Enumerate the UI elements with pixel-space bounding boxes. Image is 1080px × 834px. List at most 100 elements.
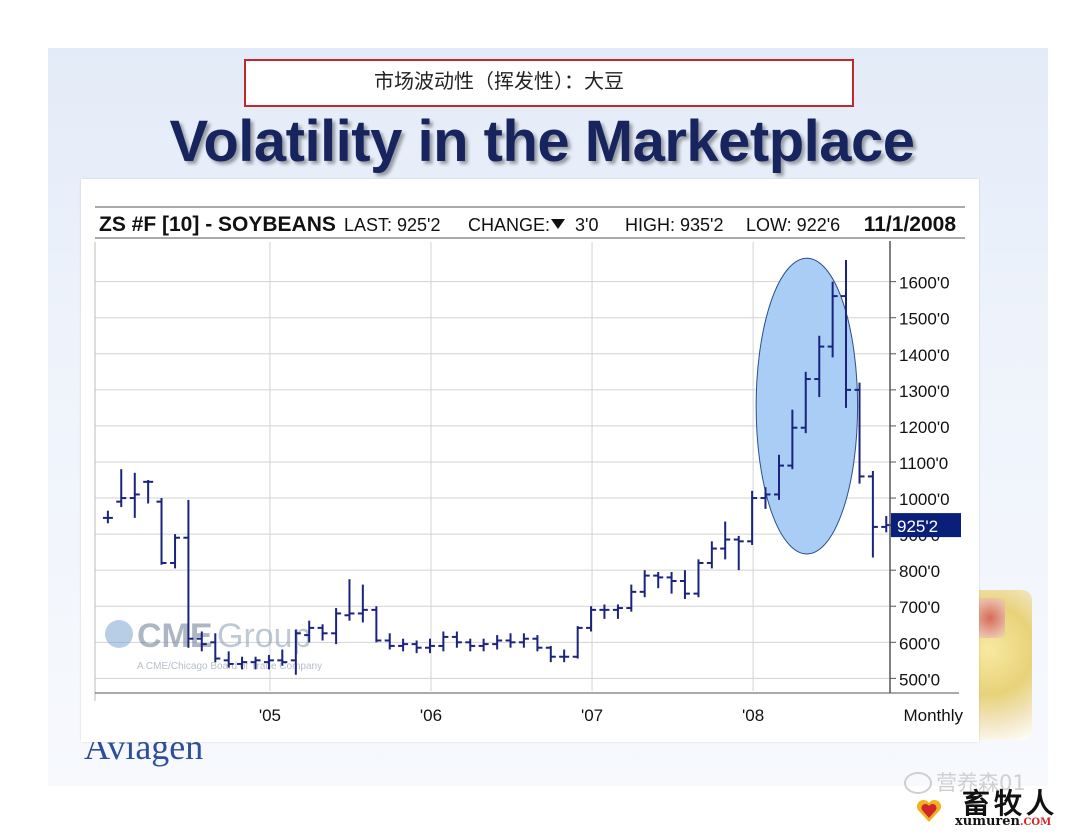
slide-title: Volatility in the Marketplace: [169, 109, 915, 174]
ohlc-bar: [331, 608, 342, 645]
ohlc-bar: [156, 498, 167, 565]
ohlc-bar: [626, 584, 637, 612]
ohlc-bar: [518, 633, 529, 648]
ohlc-bar: [639, 570, 650, 598]
plot-area: [95, 242, 889, 691]
ohlc-bar: [398, 638, 409, 652]
y-tick-label: 1400'0: [899, 346, 950, 365]
highlight-layer: [755, 257, 859, 555]
ohlc-bar: [237, 656, 248, 670]
ohlc-bar: [317, 624, 328, 641]
ohlc-bar: [384, 633, 395, 650]
ohlc-bar: [693, 559, 704, 598]
heart-logo-icon: [916, 799, 942, 822]
ohlc-bar: [424, 638, 435, 654]
y-tick-label: 1200'0: [899, 418, 950, 437]
y-axis: 500'0600'0700'0800'0900'01000'01100'0120…: [889, 241, 961, 693]
ohlc-bar: [304, 620, 315, 643]
x-tick-label: '07: [581, 706, 603, 725]
ohlc-bar: [545, 645, 556, 663]
change-down-arrow-icon: [551, 219, 565, 229]
ohlc-bar: [277, 649, 288, 666]
y-tick-label: 1600'0: [899, 274, 950, 293]
y-tick-label: 500'0: [899, 670, 940, 689]
ohlc-bar: [800, 371, 811, 434]
ohlc-bar: [116, 469, 127, 508]
ohlc-bar: [840, 260, 851, 408]
ohlc-bar: [599, 604, 610, 619]
x-tick-label: '06: [420, 706, 442, 725]
ohlc-bar: [196, 631, 207, 652]
ohlc-bar: [733, 535, 744, 571]
ohlc-bar: [827, 281, 838, 358]
chart-symbol: ZS #F [10] - SOYBEANS: [99, 213, 336, 236]
wechat-icon: [904, 772, 932, 794]
ohlc-bar: [720, 521, 731, 560]
ohlc-bar: [102, 510, 113, 524]
cme-text: CME: [137, 617, 213, 655]
ohlc-bar: [867, 471, 878, 558]
ohlc-bar: [760, 487, 771, 509]
ohlc-bar: [143, 480, 154, 504]
ohlc-bar: [223, 651, 234, 668]
chart-high: HIGH: 935'2: [625, 215, 723, 235]
ohlc-bar: [612, 604, 623, 619]
ohlc-bars: [102, 260, 892, 675]
chicks-photo-accent: [975, 598, 1005, 638]
x-tick-label: '08: [742, 706, 764, 725]
ohlc-bar: [210, 633, 221, 663]
ohlc-bar: [492, 635, 503, 650]
y-tick-label: 600'0: [899, 634, 940, 653]
chart-last: LAST: 925'2: [344, 215, 441, 235]
ohlc-bar: [505, 633, 516, 648]
brand-url: xumuren.COM: [955, 814, 1051, 829]
ohlc-bar: [787, 409, 798, 470]
brand-url-suffix: .COM: [1019, 817, 1052, 828]
ohlc-bar: [478, 638, 489, 652]
ohlc-bar: [465, 638, 476, 652]
ohlc-bar: [773, 454, 784, 500]
ohlc-bar: [679, 570, 690, 600]
y-tick-label: 1500'0: [899, 310, 950, 329]
chart-date: 11/1/2008: [864, 213, 957, 236]
ohlc-bar: [250, 656, 261, 670]
globe-icon: [105, 620, 133, 648]
brand-url-main: xumuren: [955, 814, 1020, 829]
ohlc-bar: [371, 606, 382, 643]
y-tick-label: 1000'0: [899, 490, 950, 509]
y-tick-label: 1300'0: [899, 382, 950, 401]
ohlc-bar: [532, 635, 543, 652]
x-axis: '05 '06 '07 '08 Monthly: [259, 706, 964, 725]
chinese-title-box: 市场波动性（挥发性）：大豆: [244, 59, 854, 107]
ohlc-bar: [586, 606, 597, 632]
ohlc-bar: [854, 382, 865, 484]
y-tick-label: 1100'0: [899, 454, 948, 473]
price-chart: ZS #F [10] - SOYBEANS LAST: 925'2 CHANGE…: [94, 206, 965, 725]
account-watermark-text: 营养森01: [936, 771, 1026, 795]
ohlc-bar: [572, 626, 583, 659]
ohlc-bar: [411, 640, 422, 654]
x-tick-label: '05: [259, 706, 281, 725]
group-text: Group: [217, 617, 312, 655]
ohlc-bar: [344, 579, 355, 621]
last-price-box: [891, 513, 961, 538]
chart-card: ZS #F [10] - SOYBEANS LAST: 925'2 CHANGE…: [81, 179, 979, 742]
chart-low: LOW: 922'6: [746, 215, 840, 235]
account-watermark: 营养森01: [902, 767, 1026, 797]
chinese-title: 市场波动性（挥发性）：大豆: [374, 69, 624, 93]
ohlc-bar: [263, 654, 274, 670]
ohlc-bar: [438, 631, 449, 652]
highlight-ellipse: [755, 257, 859, 555]
ohlc-bar: [357, 584, 368, 623]
ohlc-bar: [747, 490, 758, 545]
ohlc-bar: [290, 629, 301, 675]
ohlc-bar: [559, 649, 570, 663]
frequency-label: Monthly: [903, 706, 963, 725]
ohlc-bar: [183, 499, 194, 648]
ohlc-bar: [666, 571, 677, 594]
ohlc-bar: [706, 541, 717, 569]
y-tick-label: 700'0: [899, 598, 940, 617]
chart-change-label: CHANGE:: [468, 215, 550, 235]
ohlc-bar: [653, 571, 664, 589]
ohlc-bar: [451, 631, 462, 648]
